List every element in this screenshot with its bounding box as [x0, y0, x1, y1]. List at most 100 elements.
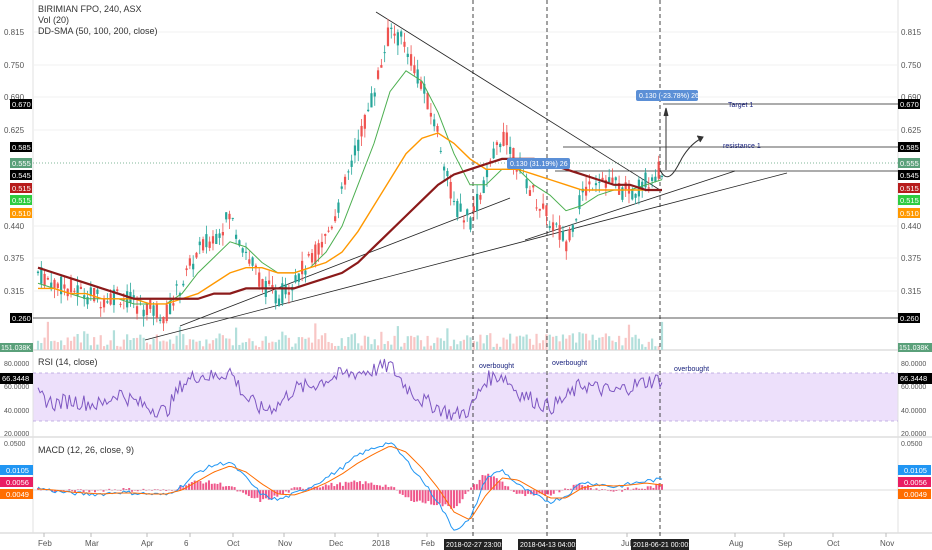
macd-hist-bar — [247, 490, 250, 497]
volume-bar — [93, 337, 96, 350]
candle-body — [449, 181, 452, 199]
volume-bar — [241, 342, 244, 350]
volume-bar — [218, 333, 221, 350]
volume-bar — [132, 338, 135, 350]
macd-hist-bar — [638, 488, 641, 490]
measure-badge — [636, 90, 698, 101]
candle-body — [317, 243, 320, 255]
volume-bar — [376, 345, 380, 350]
sma-legend[interactable]: DD-SMA (50, 100, 200, close) — [38, 26, 158, 36]
volume-bar — [360, 345, 363, 350]
macd-hist-bar — [381, 486, 384, 490]
trendline-down — [375, 11, 661, 191]
x-axis-label: Aug — [729, 539, 743, 548]
volume-bar — [340, 338, 343, 350]
volume-bar — [284, 335, 287, 350]
volume-bar — [36, 340, 40, 350]
volume-bar — [63, 345, 66, 350]
macd-hist-bar — [341, 485, 344, 490]
macd-hist-bar — [606, 490, 609, 491]
candle-body — [350, 160, 353, 167]
volume-bars — [36, 321, 664, 350]
macd-hist-bar — [131, 490, 134, 492]
macd-hist-bar — [453, 490, 455, 509]
candle-body — [73, 290, 76, 292]
price-tick: 0.750 — [901, 61, 922, 70]
volume-bar — [357, 343, 360, 350]
candle-body — [185, 268, 188, 271]
candle-body — [555, 223, 558, 225]
symbol-title[interactable]: BIRIMIAN FPO, 240, ASX — [38, 4, 142, 14]
macd-hist-bar — [501, 481, 504, 490]
macd-hist-bar — [190, 482, 193, 490]
macd-legend[interactable]: MACD (12, 26, close, 9) — [38, 445, 135, 455]
volume-bar — [522, 336, 525, 350]
volume-bar — [525, 334, 528, 350]
macd-tag — [898, 465, 931, 475]
date-tag: 2018-04-13 04:00:00 — [520, 542, 585, 549]
volume-bar — [301, 337, 304, 350]
candle-body — [469, 217, 472, 230]
volume-bar — [383, 343, 386, 350]
price-tick: 0.625 — [4, 126, 25, 135]
volume-bar — [149, 344, 152, 350]
candle-body — [360, 125, 363, 137]
volume-bar — [201, 346, 205, 350]
macd-hist-bar — [643, 488, 646, 490]
price-tick: 0.375 — [4, 254, 25, 263]
candle-body — [505, 132, 508, 146]
volume-bar — [248, 338, 251, 350]
candle-body — [145, 304, 149, 316]
candle-body — [485, 170, 489, 178]
macd-hist-bar — [188, 483, 191, 490]
candle-body — [43, 273, 46, 286]
candle-body — [69, 279, 73, 293]
volume-bar — [449, 346, 452, 350]
macd-hist-bar — [467, 490, 470, 492]
candle-body — [532, 185, 535, 188]
macd-hist-bar — [270, 490, 273, 500]
candle-body — [565, 241, 568, 252]
candle-body — [287, 292, 291, 295]
volume-bar — [304, 338, 307, 350]
candle-body — [373, 92, 376, 97]
volume-bar — [211, 340, 215, 350]
macd-hist-bar — [113, 489, 116, 490]
volume-bar — [119, 346, 122, 350]
candle-body — [340, 186, 343, 189]
macd-hist-bar — [658, 483, 661, 490]
macd-hist-bar — [569, 488, 572, 490]
macd-hist-bar — [390, 486, 393, 490]
rsi-tick: 40.0000 — [901, 408, 926, 415]
macd-hist-bar — [552, 490, 555, 494]
macd-tag-text: 0.0049 — [6, 490, 29, 499]
candle-body — [538, 208, 541, 211]
volume-bar — [485, 335, 489, 350]
macd-hist-bar — [196, 480, 199, 490]
candle-body — [442, 166, 446, 171]
macd-hist-bar — [512, 490, 515, 492]
candle-body — [310, 253, 314, 263]
macd-hist-bar — [384, 484, 387, 490]
price-tick: 0.690 — [4, 93, 25, 102]
macd-hist-bar — [165, 490, 168, 491]
candle-body — [594, 183, 598, 186]
volume-bar — [172, 343, 175, 350]
candle-body — [479, 194, 482, 200]
volume-bar — [198, 340, 201, 350]
candle-body — [525, 179, 528, 189]
volume-legend[interactable]: Vol (20) — [38, 15, 70, 25]
candle-body — [660, 175, 664, 177]
volume-bar — [637, 338, 640, 350]
candle-body — [347, 171, 350, 173]
x-axis-label: Sep — [778, 539, 793, 548]
x-axis-label: Nov — [278, 539, 292, 548]
candle-body — [647, 187, 650, 189]
candle-body — [604, 179, 607, 188]
macd-hist-bar — [458, 490, 461, 504]
candle-body — [542, 203, 545, 209]
candle-body — [93, 288, 96, 302]
rsi-legend[interactable]: RSI (14, close) — [38, 357, 98, 367]
candle-body — [225, 212, 228, 220]
candle-body — [386, 27, 390, 46]
